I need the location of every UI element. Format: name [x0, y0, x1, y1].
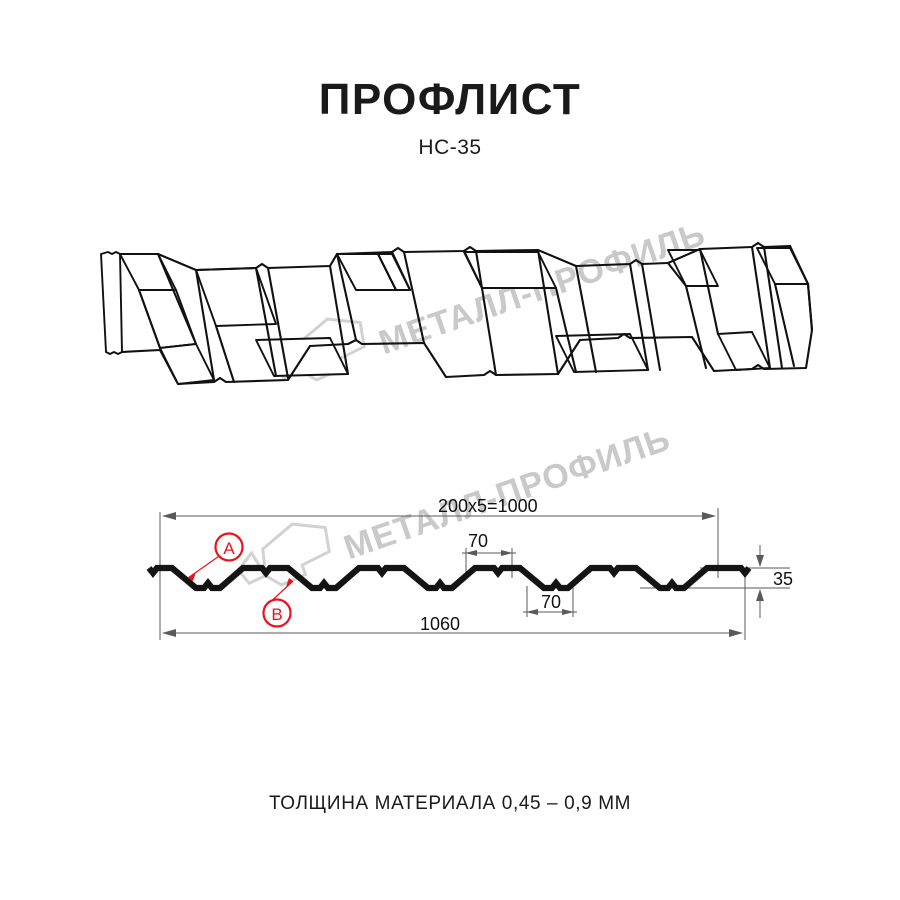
- fold-line-19: [666, 261, 688, 288]
- fold-line-5: [254, 266, 278, 378]
- callout-b-label: B: [271, 605, 282, 624]
- fold-line-17: [628, 262, 650, 372]
- isometric-outline: [118, 241, 814, 386]
- dimension-labels: 200x5=1000 70 70 35 1060: [420, 496, 793, 634]
- callout-a[interactable]: A: [214, 532, 244, 562]
- fold-line-21: [698, 247, 720, 336]
- fold-line-6: [266, 266, 290, 380]
- fold-line-24: [788, 244, 810, 286]
- fold-line-20: [684, 284, 708, 370]
- fold-line-12: [462, 249, 484, 290]
- callout-a-arrow: [188, 572, 196, 581]
- dim-label-pitch: 200x5=1000: [438, 496, 538, 516]
- fold-line-22: [750, 245, 772, 370]
- profile-outline: [146, 564, 752, 592]
- fold-line-7: [328, 264, 350, 376]
- model-subtitle: НС-35: [418, 136, 482, 159]
- footer-block: ТОЛЩИНА МАТЕРИАЛА 0,45 – 0,9 ММ: [0, 793, 900, 815]
- fold-line-23: [762, 245, 784, 370]
- fold-line-9: [376, 252, 398, 292]
- fold-line-16: [574, 264, 598, 374]
- callout-a-label: A: [223, 539, 235, 558]
- fold-line-1: [156, 252, 198, 346]
- arrow-valley-right: [562, 609, 574, 615]
- fold-line-15: [554, 286, 578, 374]
- arrow-pitch-right: [702, 512, 716, 520]
- arrow-valley-left: [526, 609, 538, 615]
- arrow-crest-right: [501, 550, 513, 556]
- dim-label-crest: 70: [468, 531, 488, 551]
- fold-line-2: [137, 288, 162, 350]
- page-title: ПРОФЛИСТ: [318, 75, 582, 124]
- fold-line-14: [536, 248, 560, 376]
- fold-line-4: [214, 324, 236, 384]
- callout-b-circle: [262, 598, 292, 628]
- arrow-width-right: [729, 629, 743, 637]
- fold-line-26: [806, 282, 814, 332]
- fold-line-25: [773, 282, 796, 368]
- callout-a-circle: [214, 532, 244, 562]
- fold-line-11: [402, 250, 426, 345]
- fold-line-18: [640, 262, 662, 372]
- dim-label-height: 35: [773, 569, 793, 589]
- fold-line-10: [390, 250, 412, 292]
- sheet-bottom-edge: [120, 282, 814, 386]
- arrow-crest-left: [465, 550, 477, 556]
- dimension-arrows: [162, 512, 764, 637]
- callout-group: A B: [187, 532, 294, 628]
- arrow-height-bottom: [756, 589, 764, 601]
- title-block: ПРОФЛИСТ НС-35: [0, 78, 900, 160]
- callout-b[interactable]: B: [262, 598, 292, 628]
- callout-b-arrow: [286, 578, 293, 587]
- arrow-height-top: [756, 555, 764, 567]
- arrow-width-left: [162, 629, 176, 637]
- dim-label-valley: 70: [541, 592, 561, 612]
- fold-line-3: [194, 268, 216, 382]
- fold-line-8: [335, 252, 358, 342]
- profile-section-path: [146, 564, 752, 592]
- fold-line-13: [474, 249, 498, 377]
- material-thickness-note: ТОЛЩИНА МАТЕРИАЛА 0,45 – 0,9 ММ: [268, 793, 632, 814]
- dim-label-width: 1060: [420, 614, 460, 634]
- arrow-pitch-left: [162, 512, 176, 520]
